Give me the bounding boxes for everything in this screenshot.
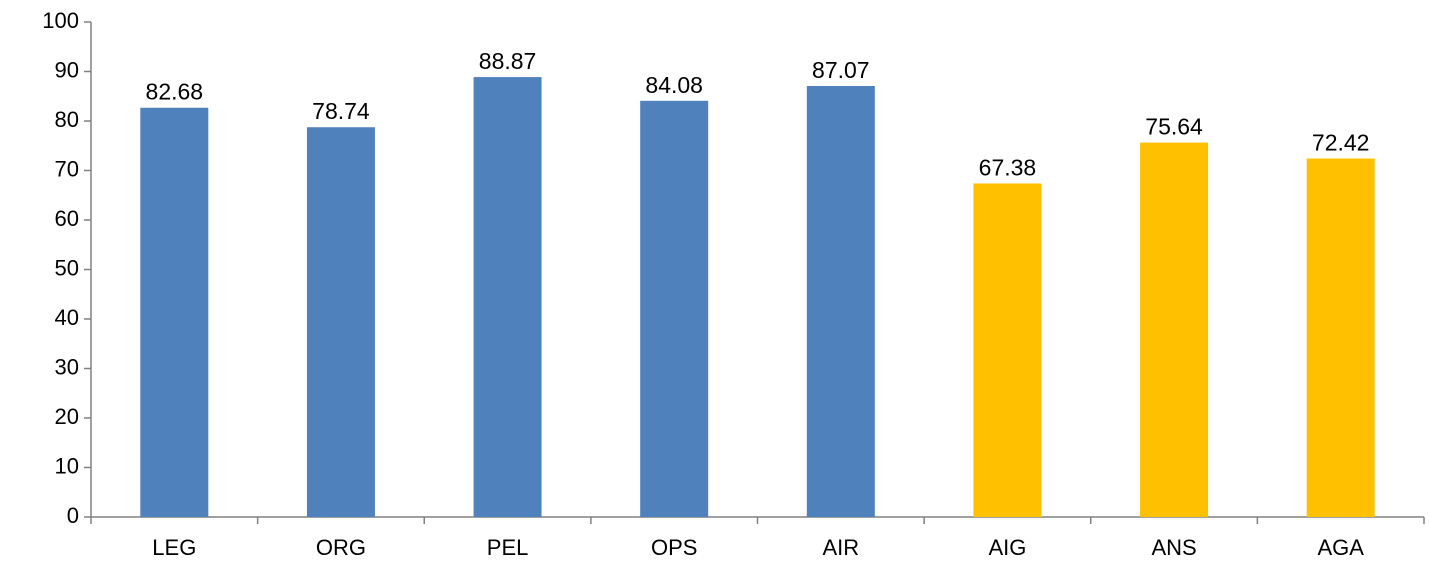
y-tick-label: 20 (55, 404, 79, 429)
bar-leg (140, 107, 209, 517)
bar-ans (1140, 142, 1209, 517)
y-axis: 0 10 20 30 40 50 60 70 80 90 100 (42, 8, 92, 528)
bars (140, 77, 1375, 517)
x-tick-label: ANS (1151, 535, 1196, 560)
y-tick-label: 0 (67, 503, 79, 528)
data-label: 88.87 (479, 48, 537, 74)
data-label: 72.42 (1312, 130, 1370, 156)
x-axis: LEG ORG PEL OPS AIR AIG ANS AGA (90, 516, 1425, 560)
data-label: 75.64 (1145, 114, 1203, 140)
bar-org (306, 127, 375, 517)
y-tick-label: 50 (55, 255, 79, 280)
bar-air (806, 86, 875, 517)
data-label: 67.38 (979, 154, 1037, 180)
x-tick-label: AIR (822, 535, 859, 560)
data-label: 84.08 (645, 72, 703, 98)
y-tick-label: 10 (55, 453, 79, 478)
bar-pel (473, 77, 542, 517)
y-tick-label: 40 (55, 305, 79, 330)
data-label: 82.68 (146, 79, 204, 105)
y-tick-label: 60 (55, 206, 79, 231)
x-tick-label: AGA (1317, 535, 1364, 560)
x-tick-label: ORG (316, 535, 366, 560)
data-label: 87.07 (812, 57, 870, 83)
y-tick-label: 90 (55, 57, 79, 82)
x-tick-label: PEL (487, 535, 529, 560)
bar-aig (973, 183, 1042, 517)
x-tick-label: LEG (152, 535, 196, 560)
x-tick-label: OPS (651, 535, 697, 560)
y-tick-label: 80 (55, 107, 79, 132)
data-labels: 82.68 78.74 88.87 84.08 87.07 67.38 75.64 72.42 (146, 48, 1370, 180)
bar-aga (1306, 158, 1375, 517)
y-tick-label: 100 (42, 8, 79, 33)
y-tick-label: 30 (55, 354, 79, 379)
x-tick-label: AIG (988, 535, 1026, 560)
y-tick-label: 70 (55, 156, 79, 181)
data-label: 78.74 (312, 98, 370, 124)
bar-ops (640, 100, 709, 517)
